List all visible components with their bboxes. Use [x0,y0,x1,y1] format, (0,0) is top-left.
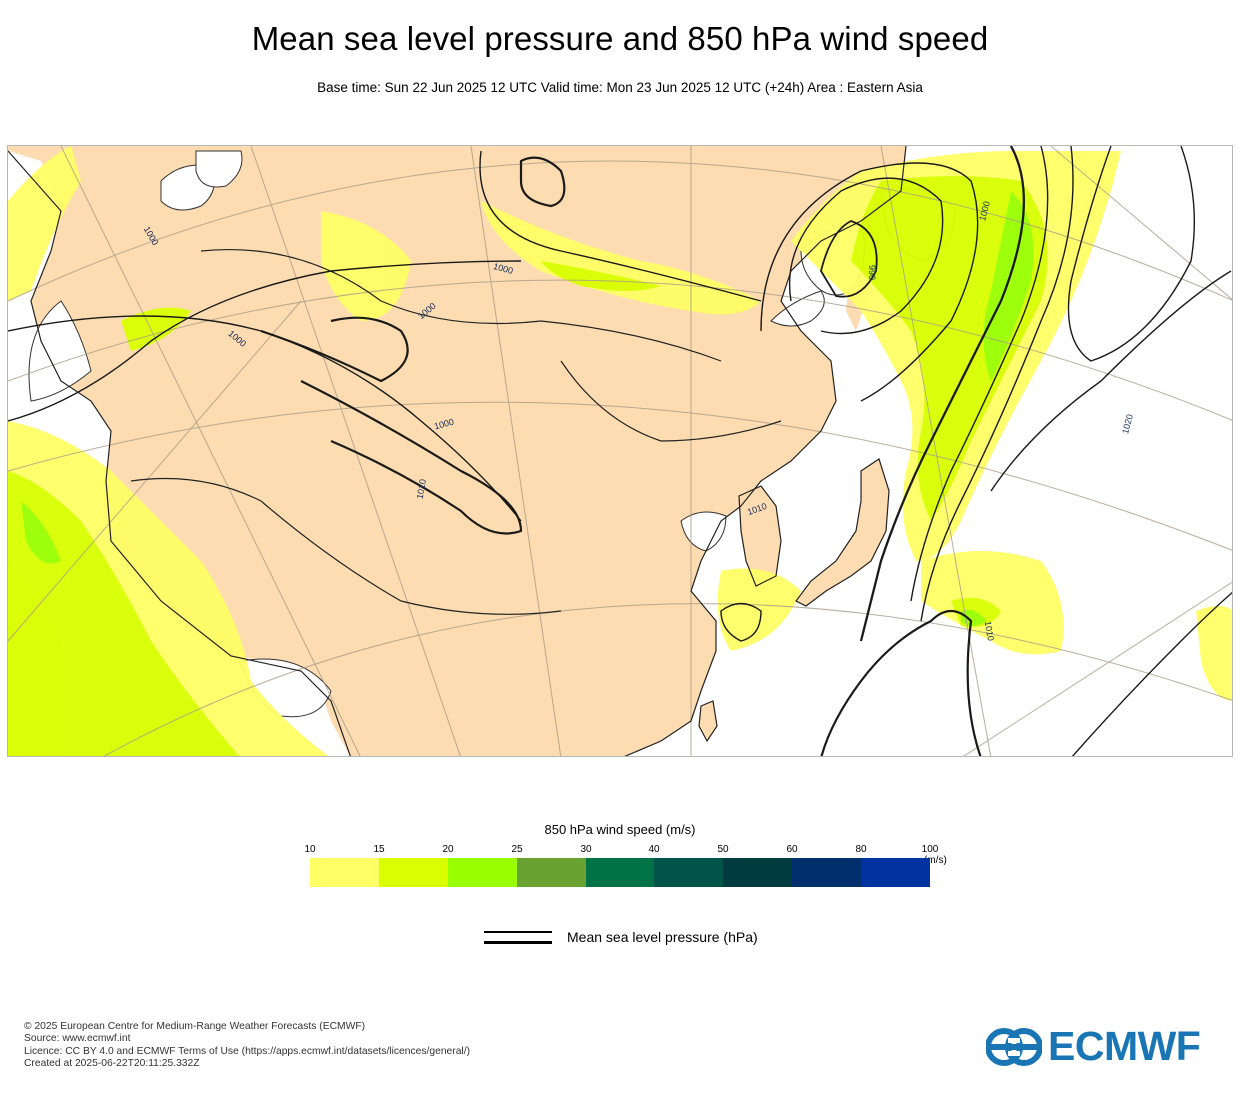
isobar-label: 1010 [415,478,428,499]
map-panel: 1000 1000 1000 1000 1000 1010 1010 1010 … [7,145,1233,757]
isobar-label: 1020 [1120,413,1135,435]
colorbar-tick: 25 [511,844,523,855]
colorbar-segment [861,858,931,887]
colorbar-segment [792,858,862,887]
footer-credits: © 2025 European Centre for Medium-Range … [24,1021,470,1071]
colorbar-unit: (m/s) [924,855,947,866]
chart-subtitle: Base time: Sun 22 Jun 2025 12 UTC Valid … [317,80,923,95]
copyright-text: © 2025 European Centre for Medium-Range … [24,1021,366,1032]
isobars [8,146,1232,756]
colorbar-tick: 80 [855,844,867,855]
ecmwf-logo-text: ECMWF [1048,1023,1201,1069]
source-text: Source: www.ecmwf.int [24,1033,131,1045]
isobar-legend-line-thin [484,931,552,933]
colorbar-segment [516,858,586,887]
ecmwf-logo: ECMWF [986,1023,1201,1069]
isobar-legend-line-thick [484,941,552,944]
colorbar-title: 850 hPa wind speed (m/s) [544,822,696,837]
colorbar-segment [447,858,517,887]
colorbar-tick: 60 [786,844,798,855]
colorbar-tick: 100 [921,844,939,855]
colorbar-segment [723,858,793,887]
colorbar-segment [378,858,448,887]
colorbar-segment [310,858,379,887]
colorbar-tick: 30 [580,844,592,855]
coastlines [8,146,907,756]
isobar-label: 990 [867,265,877,280]
wind-speed-shading [8,146,1232,756]
chart-title: Mean sea level pressure and 850 hPa wind… [251,20,989,57]
isobar-legend-label: Mean sea level pressure (hPa) [567,929,758,945]
created-text: Created at 2025-06-22T20:11:25.332Z [24,1058,200,1070]
colorbar-tick: 40 [648,844,660,855]
map-canvas: 1000 1000 1000 1000 1000 1010 1010 1010 … [8,146,1232,756]
colorbar-tick: 50 [717,844,729,855]
graticule [8,146,1232,756]
colorbar-segment [585,858,655,887]
licence-text: Licence: CC BY 4.0 and ECMWF Terms of Us… [24,1045,471,1057]
colorbar-segment [654,858,724,887]
colorbar [310,858,931,887]
colorbar-tick: 15 [373,844,385,855]
ecmwf-logo-icon [986,1027,1042,1066]
colorbar-tick: 10 [304,844,316,855]
isobar-label: 1010 [983,620,996,641]
colorbar-tick: 20 [442,844,454,855]
